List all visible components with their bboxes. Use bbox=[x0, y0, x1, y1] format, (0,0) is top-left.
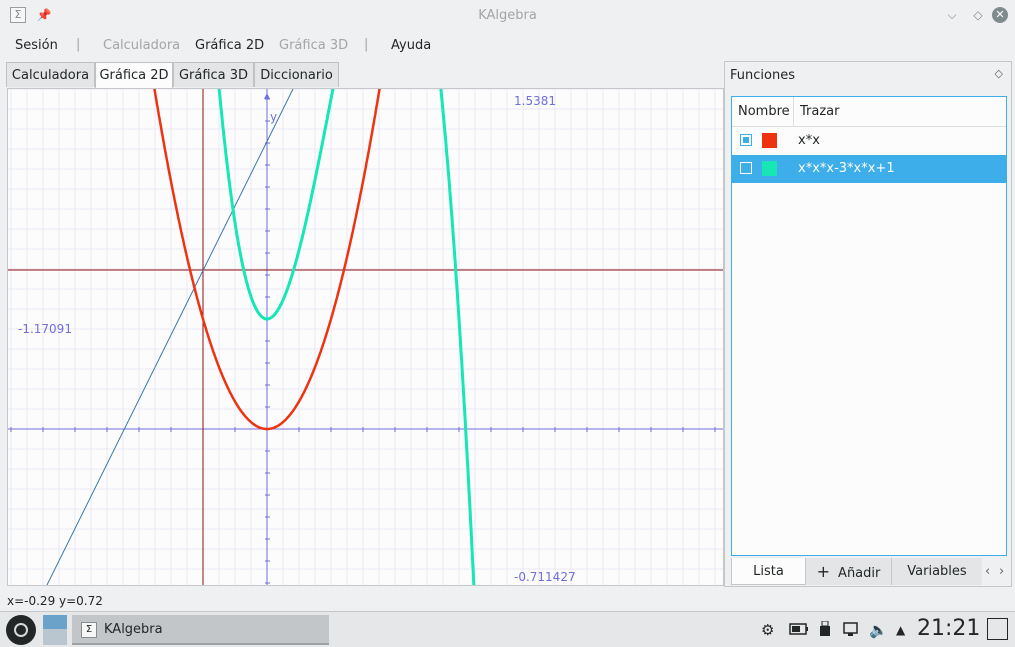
tab-anadir-label: Añadir bbox=[838, 566, 881, 581]
app-icon[interactable]: Σ bbox=[10, 7, 26, 23]
task-label: KAlgebra bbox=[104, 622, 163, 637]
plot-axes bbox=[8, 89, 723, 585]
expand-arrow-icon[interactable]: ▲ bbox=[896, 623, 906, 637]
menu-grafica-3d[interactable]: Gráfica 3D bbox=[279, 38, 349, 53]
clipboard-icon[interactable] bbox=[843, 621, 859, 641]
tab-anadir[interactable]: + Añadir bbox=[806, 558, 892, 585]
tangent-line bbox=[46, 89, 294, 585]
menu-grafica-2d[interactable]: Gráfica 2D bbox=[195, 38, 265, 53]
menu-separator: | bbox=[76, 37, 81, 52]
menu-calculadora[interactable]: Calculadora bbox=[103, 38, 181, 53]
menu-separator: | bbox=[364, 37, 369, 52]
tab-lista[interactable]: Lista bbox=[731, 558, 806, 585]
window-title: KAlgebra bbox=[478, 8, 537, 23]
show-desktop-icon[interactable] bbox=[987, 618, 1008, 640]
function-checkbox[interactable] bbox=[740, 162, 752, 174]
add-icon: + bbox=[816, 562, 831, 581]
tab-variables[interactable]: Variables bbox=[892, 558, 982, 585]
task-kalgebra[interactable]: Σ KAlgebra bbox=[72, 615, 329, 645]
kalgebra-task-icon: Σ bbox=[81, 622, 97, 638]
battery-icon[interactable] bbox=[789, 621, 809, 639]
network-icon[interactable]: ⚙ bbox=[761, 621, 775, 639]
dock-float-icon[interactable]: ◇ bbox=[994, 67, 1003, 80]
viewport-left-label: -1.17091 bbox=[18, 322, 72, 336]
function-color-swatch bbox=[762, 161, 777, 176]
application-launcher-icon[interactable] bbox=[6, 615, 36, 645]
tab-diccionario[interactable]: Diccionario bbox=[254, 62, 339, 87]
viewport-top-label: 1.5381 bbox=[514, 94, 556, 108]
function-row-selected[interactable]: x*x*x-3*x*x+1 bbox=[732, 155, 1006, 183]
y-axis-arrow bbox=[264, 93, 270, 99]
functions-dock: Funciones ◇ Nombre Trazar x*x x*x*x-3*x*… bbox=[724, 61, 1012, 587]
menu-sesion[interactable]: Sesión bbox=[15, 38, 58, 53]
pin-icon[interactable]: 📌 bbox=[36, 8, 52, 22]
tab-grafica-3d[interactable]: Gráfica 3D bbox=[173, 62, 254, 87]
function-curve-x-squared bbox=[153, 89, 381, 431]
tab-grafica-2d[interactable]: Gráfica 2D bbox=[95, 62, 173, 89]
function-expression: x*x*x-3*x*x+1 bbox=[798, 161, 895, 176]
viewport-bottom-label: -0.711427 bbox=[514, 570, 576, 584]
y-axis-label: y bbox=[270, 110, 277, 124]
tab-calculadora[interactable]: Calculadora bbox=[6, 62, 95, 87]
plot-grid bbox=[8, 89, 723, 585]
clock[interactable]: 21:21 bbox=[917, 616, 981, 641]
functions-list-header: Nombre Trazar bbox=[732, 97, 1006, 127]
function-row[interactable]: x*x bbox=[732, 127, 1006, 155]
column-nombre[interactable]: Nombre bbox=[732, 97, 794, 126]
plot-canvas[interactable]: y 1.5381 -1.17091 -0.711427 bbox=[8, 89, 724, 586]
virtual-desktop-pager[interactable] bbox=[43, 615, 67, 645]
function-expression: x*x bbox=[798, 133, 820, 148]
volume-icon[interactable]: 🔈 bbox=[869, 621, 888, 639]
plot-area[interactable]: y 1.5381 -1.17091 -0.711427 bbox=[7, 88, 724, 586]
menu-ayuda[interactable]: Ayuda bbox=[391, 38, 432, 53]
maximize-icon[interactable]: ◇ bbox=[973, 8, 983, 22]
window-titlebar[interactable]: Σ 📌 KAlgebra ⌵ ◇ ✕ bbox=[0, 0, 1015, 32]
status-coords: x=-0.29 y=0.72 bbox=[7, 594, 103, 608]
function-color-swatch bbox=[762, 133, 777, 148]
function-curve-cubic bbox=[217, 89, 476, 585]
column-trazar[interactable]: Trazar bbox=[800, 104, 840, 119]
usb-icon[interactable] bbox=[820, 620, 830, 641]
function-checkbox[interactable] bbox=[740, 134, 752, 146]
dock-title: Funciones bbox=[730, 68, 795, 83]
taskbar: Σ KAlgebra ⚙ 🔈 ▲ 21:21 bbox=[0, 611, 1015, 647]
menu-bar: Sesión | Calculadora Gráfica 2D Gráfica … bbox=[0, 34, 1015, 56]
close-icon[interactable]: ✕ bbox=[992, 7, 1008, 23]
scroll-left-icon[interactable]: ‹ bbox=[985, 564, 991, 579]
functions-list[interactable]: Nombre Trazar x*x x*x*x-3*x*x+1 bbox=[731, 96, 1007, 556]
minimize-icon[interactable]: ⌵ bbox=[947, 8, 957, 22]
scroll-right-icon[interactable]: › bbox=[999, 564, 1005, 579]
